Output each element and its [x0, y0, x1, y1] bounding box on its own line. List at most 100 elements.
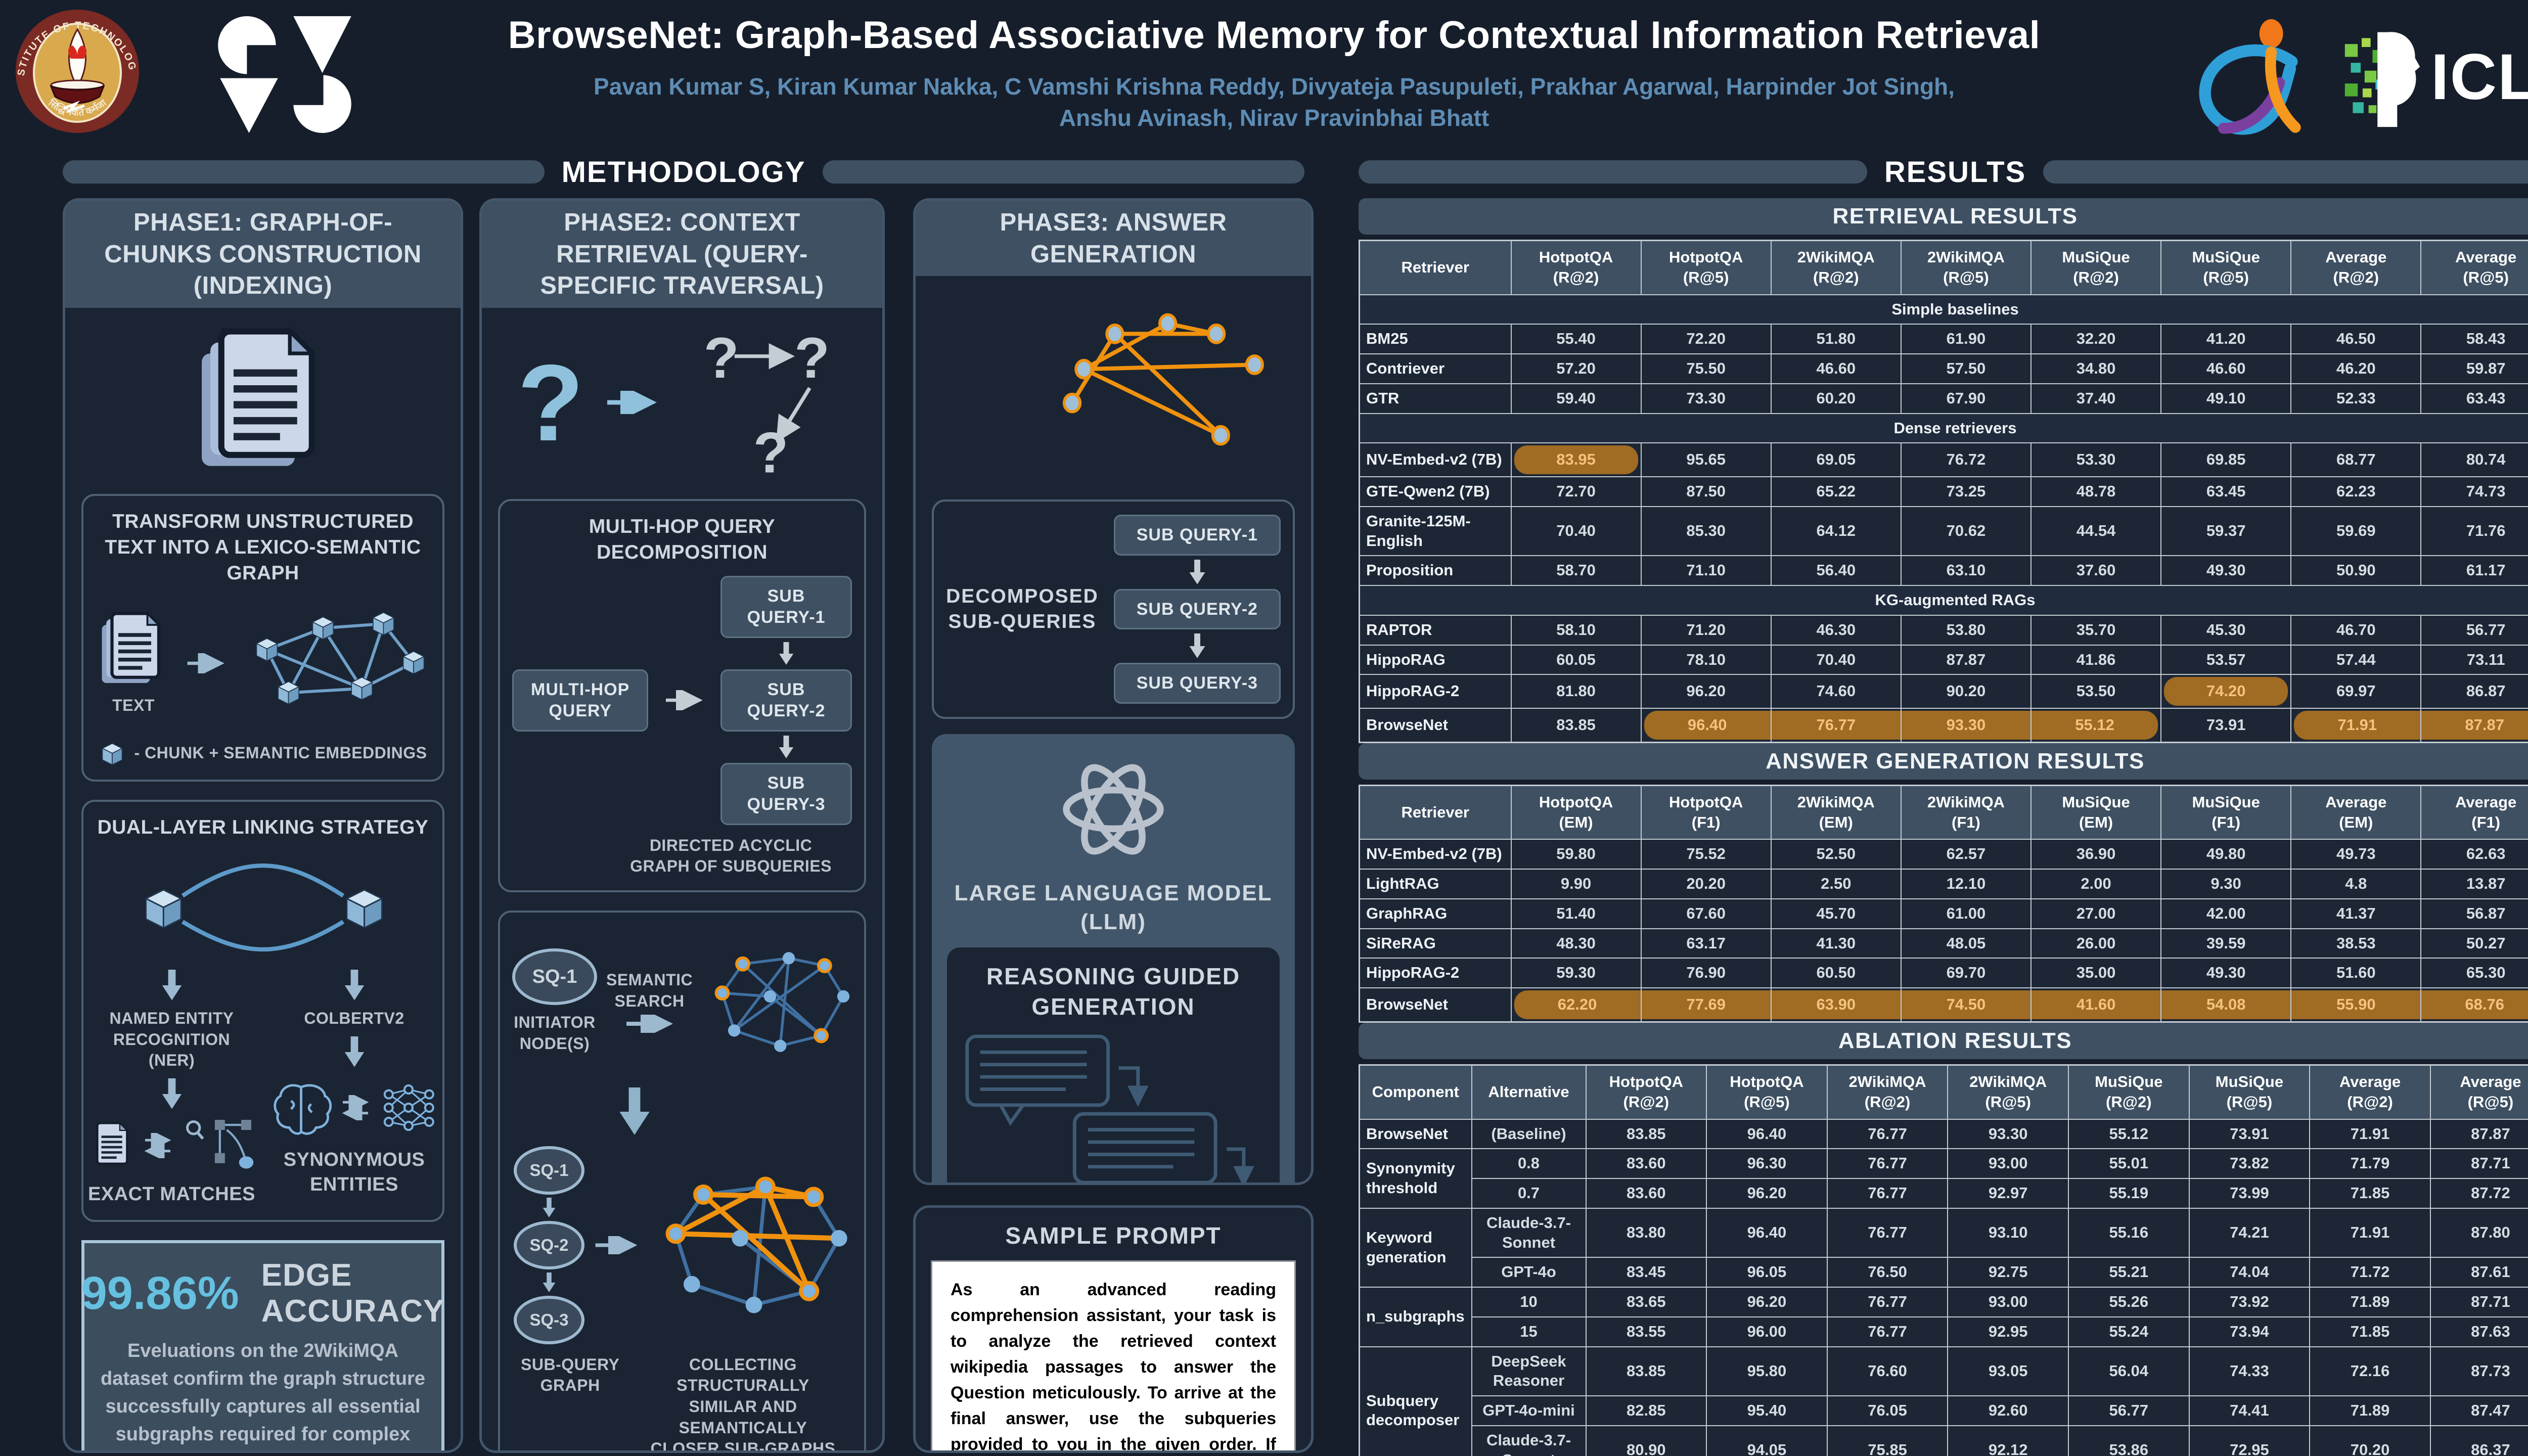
semantic-search-graph — [714, 951, 850, 1052]
value-cell: 50.90 — [2290, 555, 2422, 586]
value-cell: 87.71 — [2429, 1287, 2528, 1317]
value-cell: 48.78 — [2030, 476, 2162, 507]
column-header: Average (F1) — [2420, 785, 2528, 840]
value-cell: 94.05 — [1706, 1425, 1828, 1456]
value-cell: 44.54 — [2030, 506, 2162, 557]
value-cell: 83.85 — [1585, 1346, 1707, 1397]
reasoning-block: REASONING GUIDED GENERATION — [947, 947, 1280, 1182]
dual-layer-title: DUAL-LAYER LINKING STRATEGY — [97, 816, 429, 839]
value-cell: 55.16 — [2068, 1207, 2190, 1258]
value-cell: 77.69 — [1640, 987, 1772, 1023]
column-header: MuSiQue (EM) — [2030, 785, 2162, 840]
table-row: Dense retrievers — [1359, 413, 2528, 444]
lightning-icon — [63, 101, 85, 113]
value-cell: 87.87 — [2420, 708, 2528, 743]
value-cell: 82.85 — [1585, 1395, 1707, 1426]
value-cell: 49.73 — [2290, 839, 2422, 870]
component-cell: Keyword generation — [1359, 1207, 1472, 1288]
retriever-cell: RAPTOR — [1359, 614, 1512, 646]
results-table: Retriever HotpotQA (EM) HotpotQA (F1) 2WikiMQ… — [1359, 784, 2528, 1023]
value-cell: 96.40 — [1706, 1118, 1828, 1150]
arrow-right-icon — [626, 1015, 673, 1033]
phase1-panel: PHASE1: GRAPH-OF-CHUNKS CONSTRUCTION (IN… — [63, 198, 463, 1453]
column-header: Component — [1359, 1064, 1472, 1120]
value-cell: 2.50 — [1770, 869, 1902, 899]
value-cell: 71.79 — [2309, 1148, 2431, 1179]
column-header: 2WikiMQA (R@5) — [1900, 240, 2032, 295]
answer-generation-table: Retriever HotpotQA (EM) HotpotQA (F1) 2WikiMQ… — [1359, 784, 2528, 1023]
table-row: Simple baselines — [1359, 294, 2528, 325]
table-row: HippoRAG 60.05 78.10 70.40 87.87 41.86 53.57 57… — [1359, 644, 2528, 675]
arrow-right-icon — [607, 391, 657, 415]
value-cell: 72.70 — [1510, 476, 1642, 507]
value-cell: 46.70 — [2290, 614, 2422, 646]
value-cell: 56.77 — [2420, 614, 2528, 646]
value-cell: 74.41 — [2188, 1395, 2311, 1426]
highlighted-value: 93.30 — [1901, 711, 2030, 740]
value-cell: 41.30 — [1770, 928, 1902, 959]
value-cell: 83.85 — [1510, 708, 1642, 743]
alternative-cell: 15 — [1471, 1316, 1587, 1347]
highlighted-value: 76.77 — [1771, 711, 1901, 740]
value-cell: 41.20 — [2160, 324, 2292, 355]
entity-match-graph-icon — [186, 1119, 254, 1169]
decomposition-subpanel: MULTI-HOP QUERY DECOMPOSITION MULTI-HOP … — [498, 499, 866, 892]
value-cell: 83.45 — [1585, 1257, 1707, 1288]
column-header: Average (R@2) — [2290, 240, 2422, 295]
column-header: Average (R@5) — [2429, 1064, 2528, 1120]
arrow-right-icon — [595, 1236, 638, 1254]
value-cell: 92.12 — [1947, 1425, 2069, 1456]
value-cell: 96.05 — [1706, 1257, 1828, 1288]
value-cell: 75.85 — [1826, 1425, 1949, 1456]
arrow-down-icon — [344, 1036, 364, 1067]
value-cell: 87.87 — [1900, 644, 2032, 675]
value-cell: 95.40 — [1706, 1395, 1828, 1426]
retriever-cell: NV-Embed-v2 (7B) — [1359, 442, 1512, 478]
prompt-box: As an advanced reading comprehension ass… — [931, 1260, 1296, 1450]
value-cell: 52.50 — [1770, 839, 1902, 870]
value-cell: 60.50 — [1770, 958, 1902, 989]
value-cell: 63.90 — [1770, 987, 1902, 1023]
table-row: Subquery decomposer DeepSeek Reasoner 83.8… — [1359, 1346, 2528, 1456]
column-header: Alternative — [1471, 1064, 1587, 1120]
decomposed-label: DECOMPOSED SUB-QUERIES — [946, 585, 1099, 633]
value-cell: 87.63 — [2429, 1316, 2528, 1347]
retriever-cell: Proposition — [1359, 555, 1512, 586]
value-cell: 87.72 — [2429, 1178, 2528, 1209]
value-cell: 73.82 — [2188, 1148, 2311, 1179]
linked-cubes-icon — [145, 863, 383, 951]
retriever-cell: BM25 — [1359, 324, 1512, 355]
value-cell: 71.91 — [2309, 1207, 2431, 1258]
value-cell: 62.20 — [1510, 987, 1642, 1023]
value-cell: 92.95 — [1947, 1316, 2069, 1347]
value-cell: 73.91 — [2188, 1118, 2311, 1150]
phase2-panel: PHASE2: CONTEXT RETRIEVAL (QUERY-SPECIFI… — [479, 198, 885, 1453]
section-divider-bar — [63, 160, 545, 184]
iclr-label: ICLR — [2431, 41, 2528, 113]
edge-accuracy-text: Eveluations on the 2WikiMQA dataset conf… — [101, 1340, 425, 1445]
synonymous-entities-label: SYNONYMOUS ENTITIES — [283, 1149, 425, 1195]
value-cell: 32.20 — [2030, 324, 2162, 355]
value-cell: 87.73 — [2429, 1346, 2528, 1397]
value-cell: 58.10 — [1510, 614, 1642, 646]
arrow-down-icon — [619, 1087, 650, 1135]
retrieval-results-title: RETRIEVAL RESULTS — [1359, 198, 2528, 235]
value-cell: 59.30 — [1510, 958, 1642, 989]
table-row: GTE-Qwen2 (7B) 72.70 87.50 65.22 73.25 48.78 6… — [1359, 476, 2528, 507]
dag-label: DIRECTED ACYCLIC GRAPH OF SUBQUERIES — [630, 836, 832, 876]
value-cell: 76.77 — [1770, 708, 1902, 743]
table-row: GPT-4o-mini 82.85 95.40 76.05 92.60 56.77 74.4… — [1360, 1395, 2528, 1426]
retriever-cell: GTE-Qwen2 (7B) — [1359, 476, 1512, 507]
answer-generation-title: ANSWER GENERATION RESULTS — [1359, 743, 2528, 780]
value-cell: 59.37 — [2160, 506, 2292, 557]
edge-accuracy-box: 99.86% EDGE ACCURACY Eveluations on the … — [81, 1240, 444, 1450]
table-row: HippoRAG-2 59.30 76.90 60.50 69.70 35.00 49.30… — [1359, 958, 2528, 989]
text-label: TEXT — [112, 696, 155, 715]
component-cell: BrowseNet — [1359, 1118, 1472, 1150]
alternative-cell: GPT-4o-mini — [1471, 1395, 1587, 1426]
chunk-legend: - CHUNK + SEMANTIC EMBEDDINGS — [134, 744, 427, 762]
value-cell: 37.40 — [2030, 383, 2162, 414]
value-cell: 69.85 — [2160, 442, 2292, 478]
highlighted-value: 55.90 — [2291, 990, 2421, 1019]
initiator-label: INITIATOR NODE(S) — [514, 1013, 596, 1053]
